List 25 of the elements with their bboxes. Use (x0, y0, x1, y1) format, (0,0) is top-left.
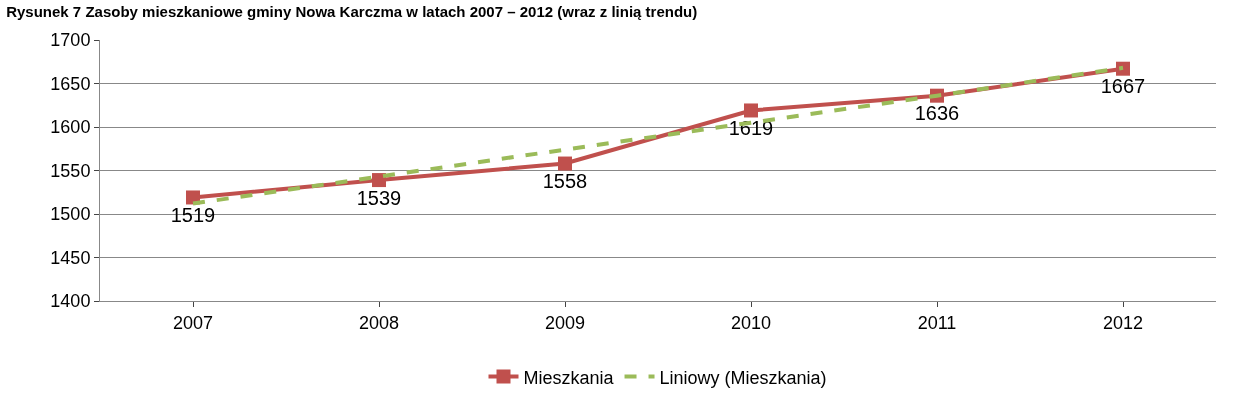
y-tick-label: 1700 (50, 30, 91, 51)
x-tick-label: 2008 (358, 312, 400, 333)
x-tick-label: 2007 (172, 312, 214, 333)
point (558, 156, 572, 171)
chart-title: Rysunek 7 Zasoby mieszkaniowe gminy Nowa Karczma w latach 2007 – 2012 (wraz z linią trendu) (6, 2, 698, 20)
data-label: 1636 (914, 102, 960, 125)
x-tick-label: 2012 (1102, 312, 1144, 333)
y-tick-label: 1550 (50, 160, 91, 181)
x-tick-label: 2009 (544, 312, 586, 333)
y-tick-label: 1500 (50, 204, 91, 225)
y-tick-label: 1450 (50, 247, 91, 268)
y-tick-label: 1400 (50, 291, 91, 312)
legend-label: Liniowy (Mieszkania) (659, 367, 827, 388)
point (744, 103, 758, 118)
legend-label: Mieszkania (523, 367, 615, 388)
point (1116, 61, 1130, 76)
data-label: 1539 (356, 186, 402, 209)
x-tick-label: 2010 (730, 312, 772, 333)
data-label: 1519 (170, 204, 216, 227)
point (372, 173, 386, 188)
y-tick-label: 1650 (50, 73, 91, 94)
data-label: 1667 (1100, 75, 1146, 98)
x-tick-label: 2011 (917, 312, 957, 333)
y-tick-label: 1600 (50, 117, 91, 138)
data-label: 1558 (542, 170, 588, 193)
